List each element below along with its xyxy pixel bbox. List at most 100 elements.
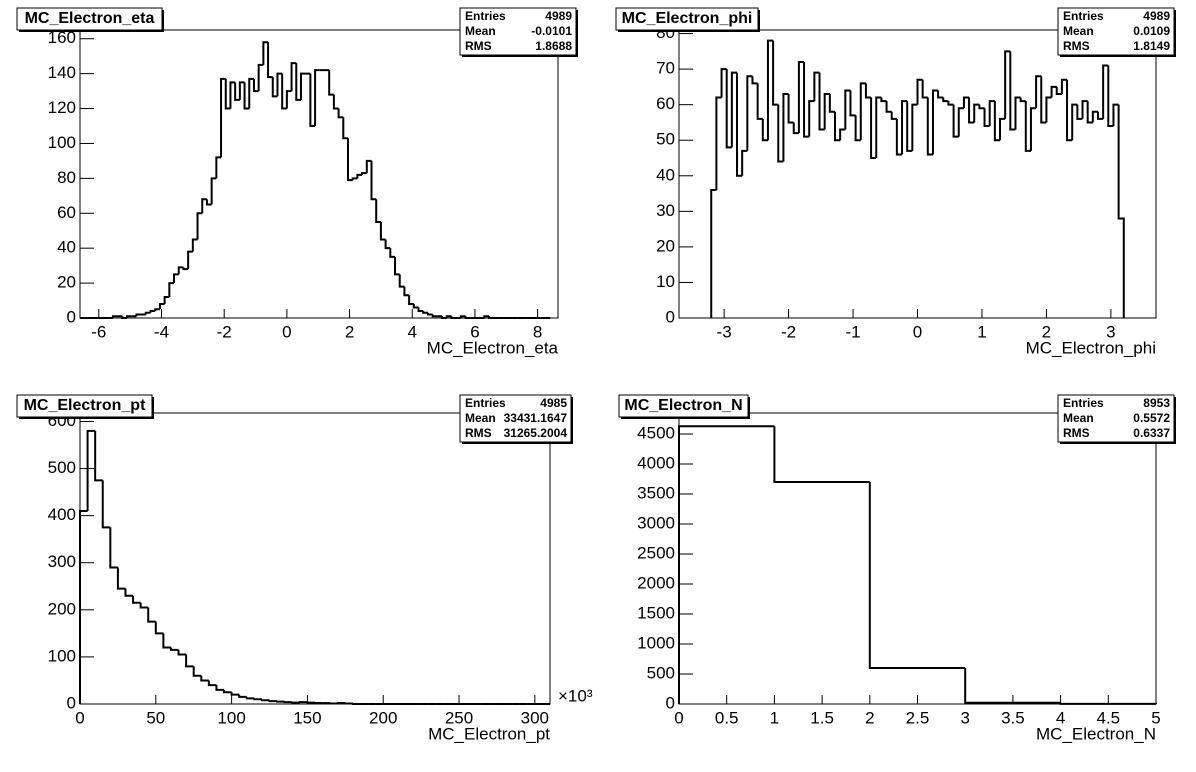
histogram-bin: [299, 72, 306, 100]
y-tick-label: 4500: [637, 423, 675, 442]
histogram-bin: [746, 75, 753, 151]
y-tick-label: 60: [57, 203, 76, 222]
histogram-bin: [230, 692, 240, 696]
histogram-bin: [201, 198, 207, 214]
stats-label: Mean: [465, 411, 496, 425]
stats-label: Mean: [465, 24, 496, 38]
histogram-bin: [1086, 101, 1093, 124]
histogram-bin: [773, 426, 870, 483]
y-tick-label: 10: [656, 272, 675, 291]
stats-label: RMS: [1063, 426, 1090, 440]
y-tick-label: 140: [48, 63, 76, 82]
histogram-bin: [281, 73, 287, 110]
y-tick-label: 1500: [637, 603, 675, 622]
histogram-bin: [983, 108, 990, 127]
histogram-bin: [169, 647, 179, 651]
histogram-bin: [1014, 96, 1021, 130]
histogram-bin: [426, 312, 433, 316]
histogram-bin: [191, 238, 198, 252]
histogram-bin: [187, 250, 193, 270]
histogram-bin: [942, 97, 949, 103]
histogram-bin: [223, 689, 232, 694]
stats-label: Mean: [1063, 411, 1094, 425]
histogram-bin: [1117, 104, 1125, 318]
histogram-bin: [1045, 96, 1052, 123]
x-tick-label: -6: [91, 322, 106, 341]
histogram-bin: [431, 314, 438, 318]
y-tick-label: 2000: [637, 573, 675, 592]
histogram-bin: [337, 108, 344, 119]
histogram-bin: [101, 480, 111, 529]
histogram-bin: [1107, 65, 1114, 127]
x-tick-label: 1.5: [810, 708, 834, 727]
histogram-bin: [200, 675, 209, 682]
stats-label: Entries: [1063, 9, 1104, 23]
x-tick-label: 50: [146, 708, 165, 727]
histogram-bin: [797, 61, 805, 134]
histogram-bin: [328, 70, 334, 96]
histogram-bin: [238, 694, 247, 698]
histogram-bin: [309, 73, 316, 127]
histogram-bin: [210, 177, 217, 205]
histogram-bin: [196, 212, 203, 240]
histogram-bin: [926, 97, 933, 156]
histogram-bin: [828, 94, 835, 113]
histogram-bin: [135, 313, 142, 317]
y-tick-label: 20: [57, 273, 76, 292]
histogram-bin: [777, 104, 784, 163]
histogram-bin: [116, 567, 126, 590]
x-tick-label: 1: [977, 322, 986, 341]
x-tick-label: 250: [445, 708, 473, 727]
x-tick-label: 0: [75, 708, 84, 727]
y-tick-label: 100: [48, 133, 76, 152]
histogram-bin: [849, 90, 856, 117]
histogram-bin: [295, 63, 301, 101]
histogram-bin: [844, 89, 851, 130]
title-box: [16, 7, 163, 31]
histogram-bin: [1076, 104, 1083, 120]
stats-value: 0.6337: [1133, 426, 1170, 440]
histogram-bin: [854, 115, 861, 142]
x-tick-label: 100: [217, 708, 245, 727]
histogram: [710, 39, 1125, 318]
x-tick-label: 0: [282, 322, 291, 341]
histogram-bin: [1024, 101, 1031, 152]
histogram: [79, 429, 550, 705]
histogram-bin: [1040, 76, 1047, 124]
histogram-bin: [173, 273, 179, 284]
stats-label: Entries: [465, 396, 506, 410]
stats-label: RMS: [465, 39, 492, 53]
histogram-bin: [870, 97, 877, 159]
histogram-bin: [906, 101, 913, 152]
histogram-bin: [880, 97, 887, 103]
y-tick-label: 100: [48, 646, 76, 665]
histogram-bin: [931, 89, 939, 155]
histogram-bin: [342, 117, 348, 140]
x-tick-label: 2.5: [906, 708, 930, 727]
histogram-bin: [139, 602, 149, 609]
histogram-bin: [1071, 103, 1078, 141]
histogram-bin: [271, 77, 278, 98]
histogram-bin: [79, 509, 88, 704]
x-tick-label: -3: [717, 322, 732, 341]
y-tick-label: 50: [656, 130, 675, 149]
histogram-bin: [132, 595, 141, 604]
histogram-bin: [109, 527, 118, 569]
y-tick-label: 3500: [637, 483, 675, 502]
histogram-bin: [243, 82, 250, 110]
histogram-bin: [1035, 75, 1042, 109]
histogram-bin: [459, 315, 466, 318]
histogram-bin: [168, 282, 175, 298]
stats-box: [459, 7, 577, 56]
histogram-bin: [730, 71, 738, 148]
histogram-bin: [234, 82, 240, 101]
histogram-bin: [268, 700, 278, 703]
histogram-bin: [792, 122, 799, 135]
histogram-bin: [94, 430, 103, 482]
y-tick-label: 120: [48, 98, 76, 117]
x-tick-label: -2: [217, 322, 232, 341]
title-box: [16, 394, 153, 418]
plot-frame: [79, 29, 559, 319]
histogram-bin: [124, 588, 134, 597]
